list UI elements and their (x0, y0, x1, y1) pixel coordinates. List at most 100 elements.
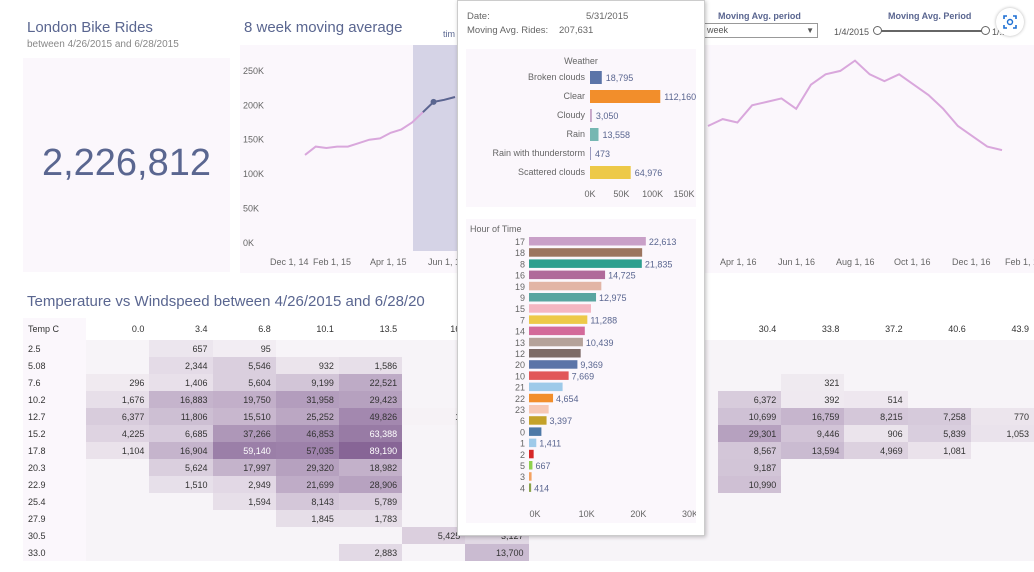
heatmap-cell[interactable] (844, 476, 908, 493)
heatmap-cell[interactable]: 6,372 (718, 391, 782, 408)
heatmap-cell[interactable] (970, 357, 1034, 374)
hovered-point[interactable] (430, 98, 437, 105)
heatmap-cell[interactable] (907, 340, 971, 357)
heatmap-cell[interactable] (718, 527, 782, 544)
heatmap-cell[interactable]: 29,423 (338, 391, 403, 408)
hour-bar[interactable] (529, 293, 597, 302)
heatmap-cell[interactable] (907, 374, 971, 391)
heatmap-cell[interactable]: 657 (149, 340, 213, 357)
heatmap-cell[interactable]: 1,594 (212, 493, 276, 510)
heatmap-cell[interactable]: 59,140 (212, 442, 276, 459)
hour-bar[interactable] (529, 393, 554, 403)
heatmap-cell[interactable] (844, 493, 908, 510)
hour-bar[interactable] (529, 461, 533, 470)
heatmap-cell[interactable]: 4,969 (844, 442, 908, 459)
heatmap-cell[interactable] (970, 340, 1034, 357)
heatmap-cell[interactable]: 89,190 (338, 442, 403, 459)
heatmap-cell[interactable]: 4,225 (86, 425, 150, 442)
heatmap-cell[interactable] (970, 476, 1034, 493)
heatmap-cell[interactable]: 16,759 (781, 408, 845, 425)
heatmap-cell[interactable]: 906 (844, 425, 908, 442)
heatmap-cell[interactable] (402, 544, 466, 561)
heatmap-cell[interactable]: 2,883 (338, 544, 403, 561)
heatmap-cell[interactable] (86, 527, 150, 544)
heatmap-cell[interactable]: 6,377 (86, 408, 150, 425)
hour-bar[interactable] (529, 360, 578, 369)
hour-bar[interactable] (529, 416, 547, 425)
heatmap-cell[interactable] (844, 527, 908, 544)
heatmap-cell[interactable]: 29,301 (718, 425, 782, 442)
heatmap-cell[interactable] (844, 544, 908, 561)
heatmap-cell[interactable] (718, 357, 782, 374)
hour-bar[interactable] (529, 438, 537, 448)
heatmap-cell[interactable] (86, 357, 150, 374)
heatmap-cell[interactable] (907, 510, 971, 527)
heatmap-cell[interactable] (402, 442, 466, 459)
heatmap-cell[interactable] (844, 357, 908, 374)
heatmap-cell[interactable] (402, 391, 466, 408)
heatmap-cell[interactable] (149, 527, 213, 544)
heatmap-cell[interactable] (781, 544, 845, 561)
heatmap-cell[interactable]: 770 (970, 408, 1034, 425)
heatmap-cell[interactable]: 9,446 (781, 425, 845, 442)
heatmap-cell[interactable]: 49,826 (338, 408, 403, 425)
heatmap-cell[interactable] (907, 391, 971, 408)
heatmap-cell[interactable] (844, 340, 908, 357)
heatmap-cell[interactable] (86, 544, 150, 561)
heatmap-cell[interactable] (402, 425, 466, 442)
heatmap-cell[interactable]: 1 (402, 408, 466, 425)
heatmap-cell[interactable] (844, 510, 908, 527)
heatmap-cell[interactable]: 7,258 (907, 408, 971, 425)
heatmap-cell[interactable]: 8,215 (844, 408, 908, 425)
heatmap-cell[interactable]: 1,053 (970, 425, 1034, 442)
hour-bar[interactable] (529, 427, 542, 436)
heatmap-cell[interactable] (86, 510, 150, 527)
hour-bar[interactable] (529, 483, 532, 492)
heatmap-cell[interactable] (591, 544, 655, 561)
heatmap-cell[interactable] (718, 374, 782, 391)
hour-bar[interactable] (529, 449, 534, 459)
heatmap-cell[interactable]: 1,676 (86, 391, 150, 408)
heatmap-cell[interactable] (781, 357, 845, 374)
weather-bar[interactable] (590, 71, 602, 84)
heatmap-cell[interactable] (718, 493, 782, 510)
heatmap-cell[interactable] (86, 340, 150, 357)
heatmap-cell[interactable] (781, 340, 845, 357)
heatmap-cell[interactable] (86, 476, 150, 493)
heatmap-cell[interactable] (402, 374, 466, 391)
heatmap-cell[interactable]: 10,699 (718, 408, 782, 425)
heatmap-cell[interactable] (907, 493, 971, 510)
heatmap-cell[interactable] (781, 459, 845, 476)
hour-bar[interactable] (529, 281, 602, 291)
heatmap-cell[interactable] (970, 544, 1034, 561)
heatmap-cell[interactable]: 1,586 (338, 357, 403, 374)
heatmap-cell[interactable]: 19,750 (212, 391, 276, 408)
heatmap-cell[interactable] (86, 459, 150, 476)
heatmap-cell[interactable]: 37,266 (212, 425, 276, 442)
heatmap-cell[interactable] (402, 493, 466, 510)
heatmap-cell[interactable]: 514 (844, 391, 908, 408)
heatmap-cell[interactable] (275, 544, 339, 561)
heatmap-cell[interactable]: 5,546 (212, 357, 276, 374)
focus-mode-button[interactable] (996, 8, 1024, 36)
heatmap-cell[interactable]: 22,521 (338, 374, 403, 391)
heatmap-cell[interactable] (338, 527, 403, 544)
heatmap-cell[interactable] (844, 459, 908, 476)
hour-bar[interactable] (529, 337, 583, 347)
hour-bar[interactable] (529, 237, 646, 246)
heatmap-cell[interactable]: 1,783 (338, 510, 403, 527)
heatmap-cell[interactable]: 25,252 (275, 408, 339, 425)
heatmap-cell[interactable] (402, 357, 466, 374)
heatmap-cell[interactable]: 18,982 (338, 459, 403, 476)
heatmap-cell[interactable] (275, 340, 339, 357)
heatmap-cell[interactable] (212, 510, 276, 527)
heatmap-cell[interactable] (718, 510, 782, 527)
heatmap-cell[interactable] (718, 340, 782, 357)
heatmap-cell[interactable] (402, 340, 466, 357)
heatmap-cell[interactable]: 5,604 (212, 374, 276, 391)
heatmap-cell[interactable]: 321 (781, 374, 845, 391)
heatmap-cell[interactable] (781, 493, 845, 510)
heatmap-cell[interactable]: 8,567 (718, 442, 782, 459)
heatmap-cell[interactable]: 1,104 (86, 442, 150, 459)
heatmap-cell[interactable] (654, 544, 719, 561)
